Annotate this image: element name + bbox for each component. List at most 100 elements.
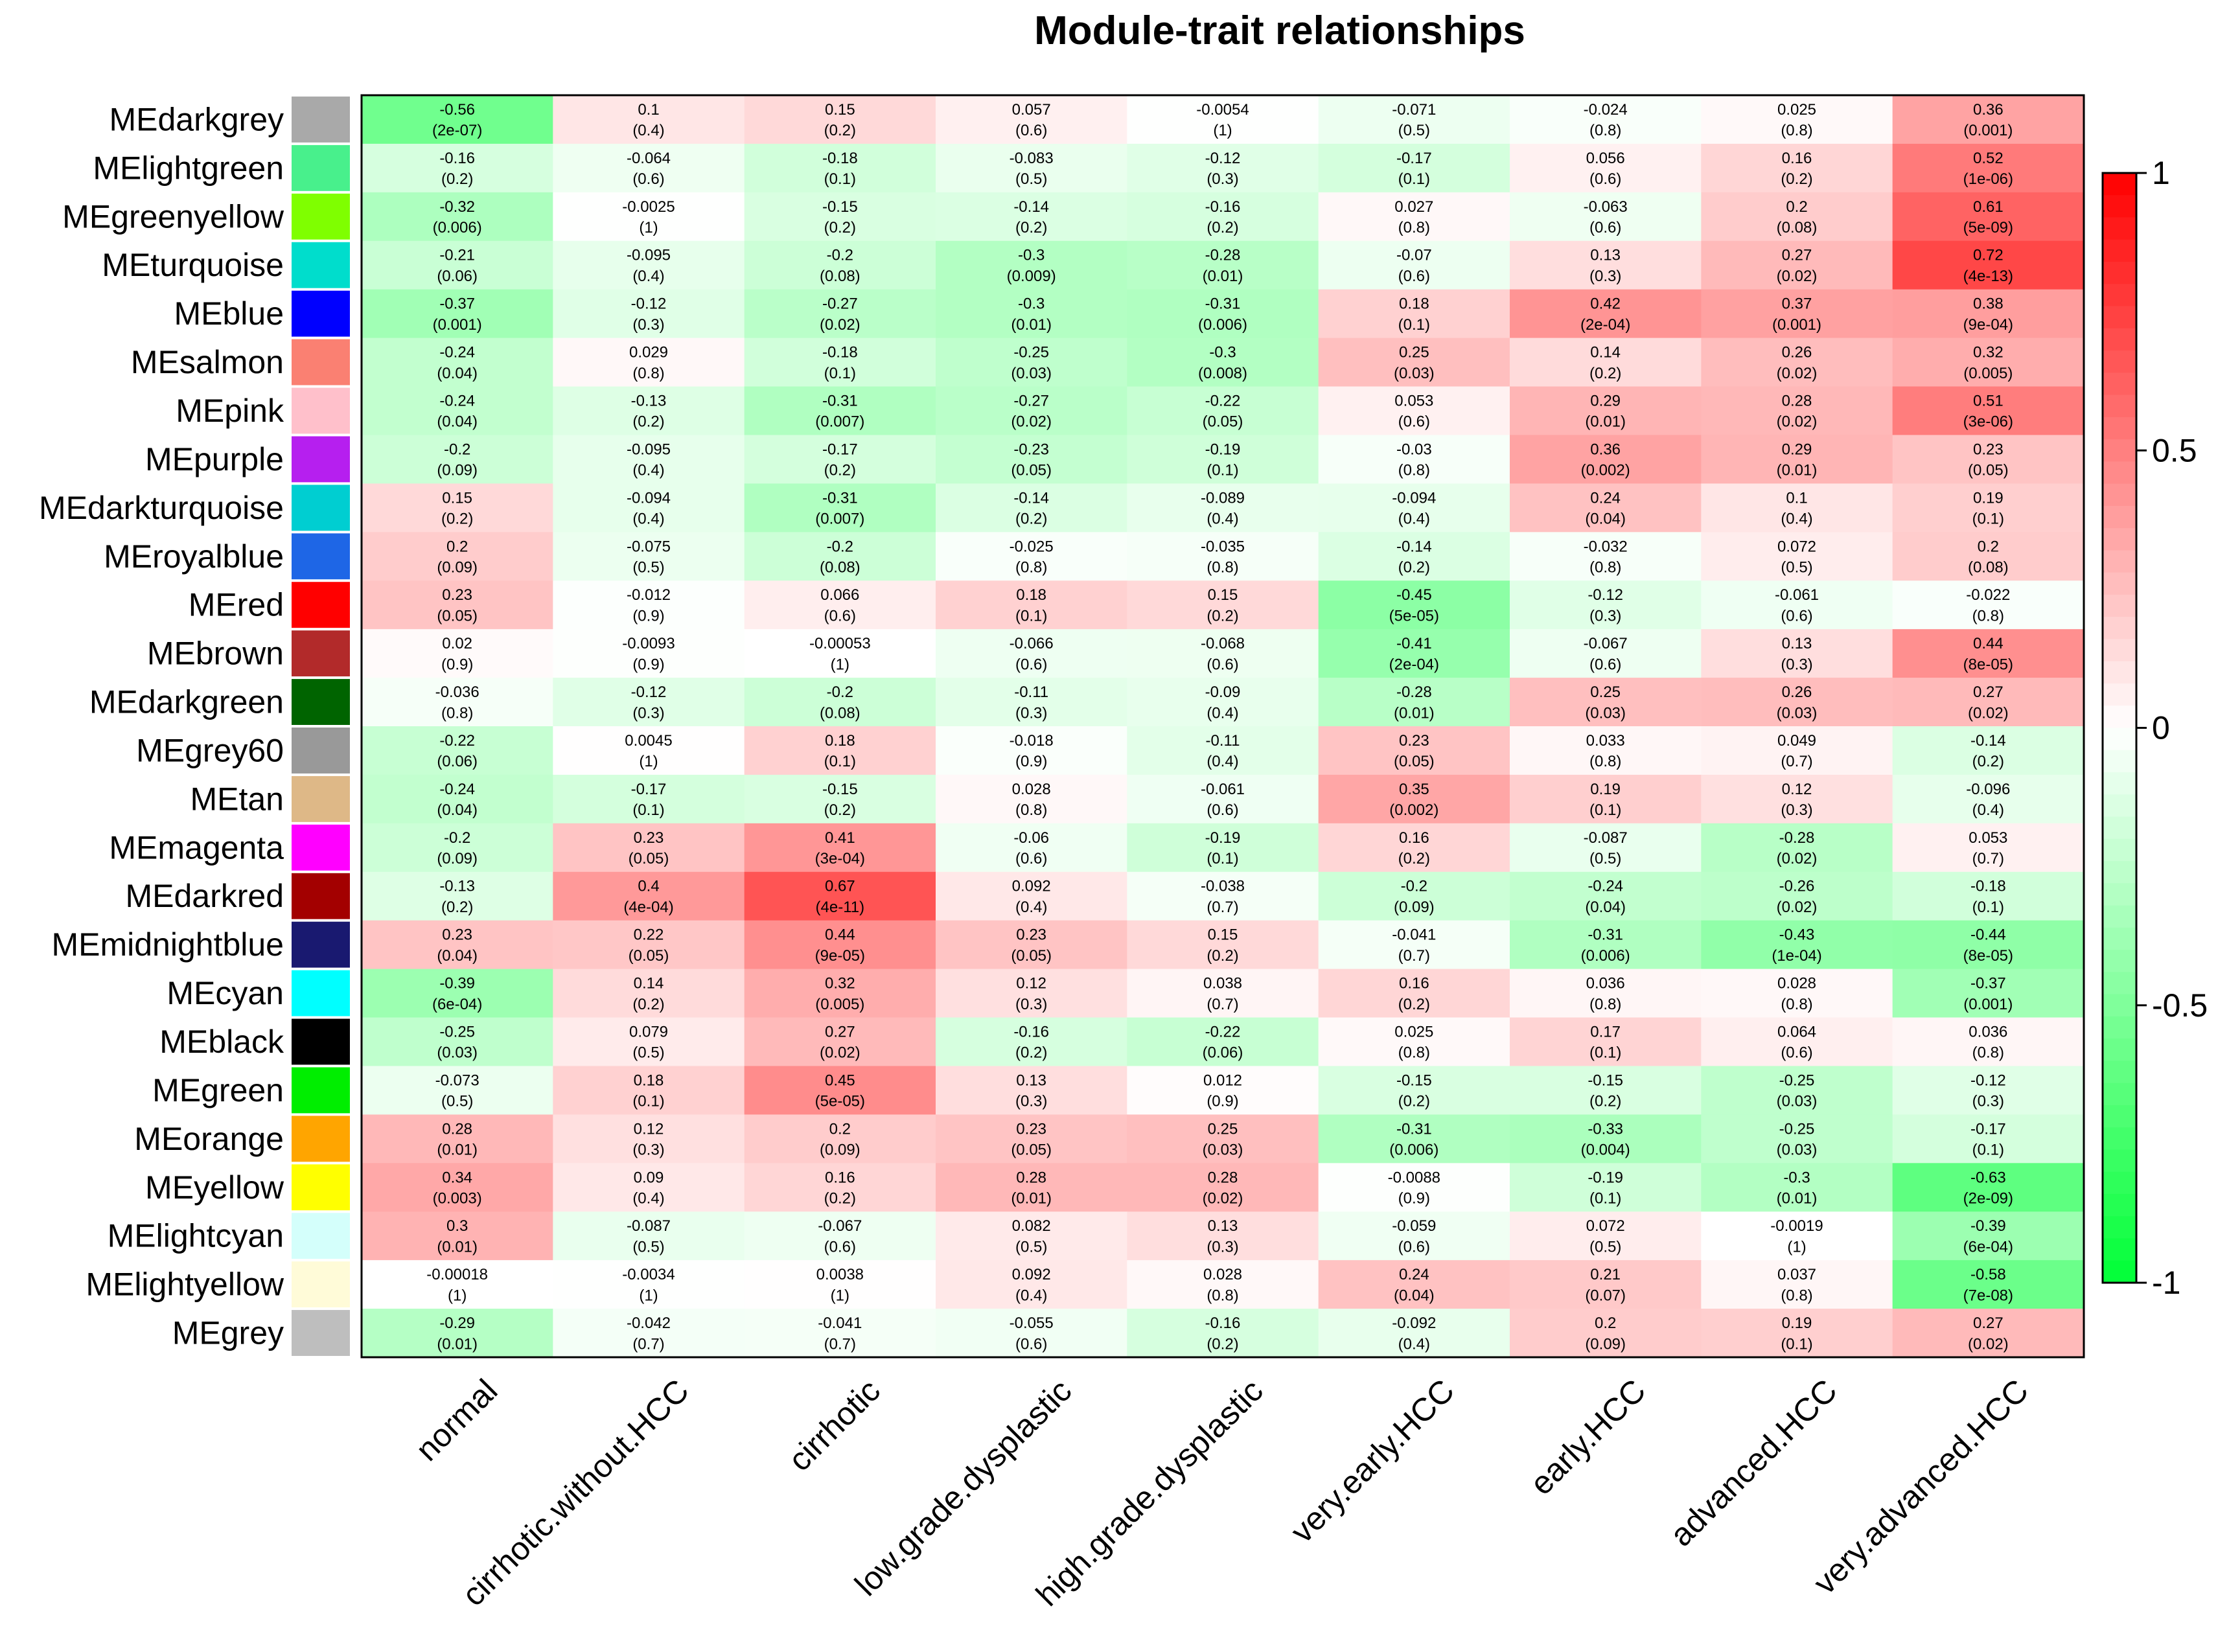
cell-correlation-label: 0.0038 xyxy=(816,1266,864,1283)
heatmap-cell xyxy=(1510,1114,1702,1164)
cell-pvalue-label: (0.3) xyxy=(1015,704,1047,722)
cell-pvalue-label: (0.4) xyxy=(632,1189,664,1207)
heatmap-cell xyxy=(1892,1211,2085,1261)
heatmap-cell xyxy=(1892,143,2085,193)
cell-pvalue-label: (1) xyxy=(448,1287,467,1304)
cell-pvalue-label: (0.2) xyxy=(824,462,856,479)
heatmap-cell xyxy=(362,1309,553,1358)
cell-correlation-label: 0.029 xyxy=(629,344,668,361)
heatmap-cell xyxy=(1701,386,1893,436)
cell-pvalue-label: (0.2) xyxy=(441,511,473,528)
heatmap-cell xyxy=(1892,532,2085,581)
cell-correlation-label: 0.092 xyxy=(1012,1266,1051,1283)
cell-correlation-label: -0.042 xyxy=(627,1314,671,1332)
heatmap-cell xyxy=(1127,1066,1319,1115)
cell-pvalue-label: (0.05) xyxy=(1011,947,1052,965)
cell-correlation-label: -0.032 xyxy=(1584,538,1628,555)
cell-pvalue-label: (0.3) xyxy=(1207,1238,1238,1256)
module-swatch-MEsalmon xyxy=(292,339,350,385)
heatmap-cell xyxy=(1127,143,1319,193)
cell-correlation-label: -0.0034 xyxy=(622,1266,675,1283)
cell-correlation-label: -0.23 xyxy=(1013,441,1049,458)
cell-correlation-label: 0.22 xyxy=(634,926,664,944)
cell-pvalue-label: (0.3) xyxy=(1781,801,1812,819)
cell-correlation-label: 0.29 xyxy=(1590,393,1621,410)
heatmap-cell xyxy=(1510,969,1702,1018)
cell-pvalue-label: (0.01) xyxy=(1394,704,1435,722)
cell-correlation-label: -0.0093 xyxy=(622,635,675,652)
heatmap-cell xyxy=(1127,95,1319,144)
cell-correlation-label: 0.18 xyxy=(825,732,855,750)
cell-correlation-label: 0.2 xyxy=(446,538,468,555)
cell-pvalue-label: (0.2) xyxy=(1015,1044,1047,1062)
cell-pvalue-label: (0.04) xyxy=(437,947,478,965)
cell-correlation-label: -0.31 xyxy=(1205,295,1241,313)
cell-pvalue-label: (0.4) xyxy=(632,462,664,479)
heatmap-cell xyxy=(553,483,745,533)
heatmap-cell xyxy=(1510,483,1702,533)
module-swatch-MEyellow xyxy=(292,1164,350,1211)
cell-pvalue-label: (0.03) xyxy=(1585,704,1626,722)
cell-correlation-label: -0.17 xyxy=(822,441,858,458)
cell-correlation-label: -0.29 xyxy=(439,1314,475,1332)
cell-pvalue-label: (7e-08) xyxy=(1963,1287,2013,1304)
cell-pvalue-label: (0.3) xyxy=(1207,170,1238,188)
heatmap-cell xyxy=(1127,629,1319,678)
colorbar-tick-label: -1 xyxy=(2152,1265,2180,1301)
cell-pvalue-label: (0.006) xyxy=(1389,1141,1438,1159)
cell-correlation-label: -0.00018 xyxy=(426,1266,488,1283)
heatmap-cell xyxy=(1127,192,1319,242)
module-swatch-MEcyan xyxy=(292,970,350,1016)
cell-correlation-label: 0.082 xyxy=(1012,1217,1051,1235)
colorbar-segment xyxy=(2103,195,2136,218)
cell-correlation-label: -0.45 xyxy=(1396,586,1432,604)
heatmap-cell xyxy=(1701,435,1893,484)
heatmap-cell xyxy=(362,871,553,921)
chart-title: Module-trait relationships xyxy=(1034,8,1525,53)
cell-correlation-label: -0.31 xyxy=(822,393,858,410)
cell-correlation-label: 0.02 xyxy=(442,635,472,652)
cell-correlation-label: 0.15 xyxy=(825,101,855,119)
heatmap-cell xyxy=(1701,1260,1893,1309)
heatmap-cell xyxy=(744,1309,936,1358)
heatmap-cell xyxy=(744,1163,936,1212)
cell-correlation-label: -0.12 xyxy=(631,683,667,701)
cell-pvalue-label: (0.001) xyxy=(1772,316,1821,334)
colorbar-segment xyxy=(2103,483,2136,507)
cell-pvalue-label: (0.04) xyxy=(437,365,478,382)
colorbar-segment xyxy=(2103,838,2136,862)
heatmap-cell xyxy=(553,1017,745,1067)
heatmap-cell xyxy=(1318,1114,1510,1164)
cell-correlation-label: -0.22 xyxy=(439,732,475,750)
colorbar-segment xyxy=(2103,1149,2136,1173)
module-swatch-MEroyalblue xyxy=(292,533,350,580)
colorbar-segment xyxy=(2103,661,2136,684)
heatmap-cell xyxy=(553,1309,745,1358)
colorbar-segment xyxy=(2103,1260,2136,1283)
heatmap-cell xyxy=(1892,774,2085,824)
heatmap-cell xyxy=(1127,823,1319,873)
cell-pvalue-label: (0.8) xyxy=(1015,801,1047,819)
cell-correlation-label: 0.027 xyxy=(1394,198,1433,216)
heatmap-cell xyxy=(553,726,745,775)
cell-pvalue-label: (0.001) xyxy=(433,316,482,334)
heatmap-cell xyxy=(1701,1017,1893,1067)
heatmap-cell xyxy=(1510,920,1702,970)
cell-correlation-label: -0.063 xyxy=(1584,198,1628,216)
cell-pvalue-label: (0.6) xyxy=(1398,268,1430,285)
cell-pvalue-label: (0.02) xyxy=(1777,268,1818,285)
heatmap-cell xyxy=(1510,192,1702,242)
row-label-MEyellow: MEyellow xyxy=(145,1169,284,1206)
cell-correlation-label: 0.17 xyxy=(1590,1024,1621,1041)
cell-correlation-label: 0.1 xyxy=(638,101,659,119)
cell-correlation-label: 0.29 xyxy=(1782,441,1812,458)
heatmap-cell xyxy=(362,920,553,970)
cell-pvalue-label: (0.1) xyxy=(1589,1044,1621,1062)
cell-pvalue-label: (0.1) xyxy=(1589,801,1621,819)
cell-pvalue-label: (0.2) xyxy=(1972,753,2004,770)
cell-correlation-label: 0.13 xyxy=(1016,1072,1046,1089)
heatmap-cell xyxy=(1701,1114,1893,1164)
cell-correlation-label: -0.39 xyxy=(439,975,475,992)
cell-pvalue-label: (1) xyxy=(639,219,658,236)
cell-correlation-label: -0.13 xyxy=(631,393,667,410)
